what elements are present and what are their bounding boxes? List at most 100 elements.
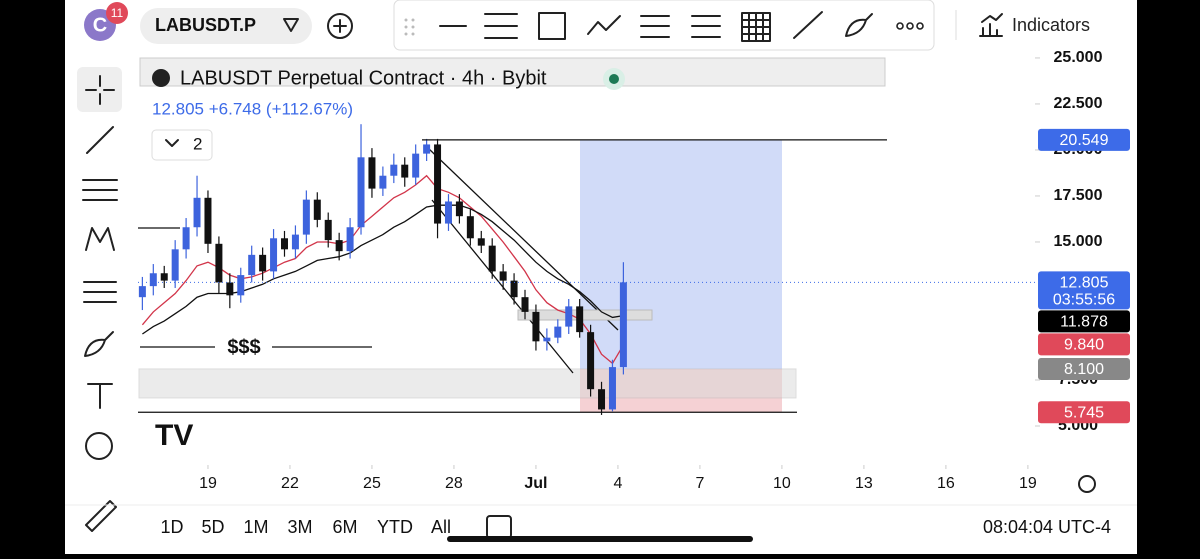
candle-body	[138, 286, 146, 298]
candle-body	[455, 201, 463, 217]
more-tools[interactable]	[896, 22, 924, 30]
symbol: LABUSDT.P	[155, 15, 256, 35]
settings-button[interactable]	[1078, 475, 1096, 493]
candle-body	[270, 238, 278, 272]
candle-body	[193, 197, 201, 228]
candle-body	[313, 199, 321, 220]
candle-body	[291, 234, 299, 250]
home-indicator	[447, 536, 753, 542]
x-tick-label: 16	[937, 475, 955, 492]
price-badge-label: 11.878	[1060, 314, 1108, 331]
candle-body	[598, 389, 606, 410]
clock: 08:04:04 UTC-4	[983, 517, 1111, 537]
indicators-button[interactable]: Indicators	[1012, 15, 1090, 35]
top-bar: C 11 LABUSDT.P Indicators	[84, 0, 1090, 51]
long-position-tool[interactable]	[691, 15, 721, 38]
x-tick-label: 4	[613, 475, 622, 492]
countdown: 03:55:56	[1053, 292, 1115, 309]
price-badge	[1038, 271, 1130, 310]
ruler-tool[interactable]	[85, 500, 117, 532]
x-tick-label: 22	[281, 475, 299, 492]
tv-logo: TV	[155, 419, 193, 452]
price-badge-label: 20.549	[1060, 132, 1109, 149]
range-button[interactable]: YTD	[377, 517, 413, 537]
candle-body	[619, 282, 627, 368]
x-tick-label: 25	[363, 475, 381, 492]
pattern-tool[interactable]	[85, 227, 115, 251]
y-tick-label: 17.500	[1054, 187, 1103, 204]
range-button[interactable]: 3M	[287, 517, 312, 537]
candle-body	[477, 238, 485, 246]
trend-line-tool[interactable]	[793, 11, 823, 39]
candle-body	[215, 243, 223, 283]
candle-body	[160, 273, 168, 281]
indicators-icon[interactable]	[979, 13, 1003, 37]
x-tick-label: 28	[445, 475, 463, 492]
candle-body	[390, 164, 398, 176]
badge-count: 11	[111, 6, 124, 20]
x-tick-label: 13	[855, 475, 873, 492]
market-status-dot	[609, 74, 619, 84]
legend-quote: 12.805 +6.748 (+112.67%)	[152, 99, 353, 118]
price-badge	[1038, 128, 1130, 151]
symbol-pill[interactable]	[140, 8, 312, 44]
fib-tool[interactable]	[82, 179, 118, 201]
plot-area	[138, 124, 797, 415]
y-tick-label: 15.000	[1054, 233, 1103, 250]
parallel-tool[interactable]	[484, 13, 518, 39]
crosshair-tool-active[interactable]	[77, 67, 122, 112]
candle-body	[543, 337, 551, 342]
chart: LABUSDT Perpetual Contract · 4h · Bybit …	[138, 49, 1130, 492]
exchange-icon	[283, 18, 299, 32]
candle-body	[576, 306, 584, 333]
candle-body	[466, 216, 474, 239]
moving-average	[142, 204, 624, 335]
candle-body	[423, 144, 431, 154]
candle-body	[182, 227, 190, 250]
candle-body	[521, 297, 529, 312]
legend-title: LABUSDT Perpetual Contract · 4h · Bybit	[180, 67, 547, 89]
candle-body	[302, 199, 310, 235]
range-button[interactable]: 1M	[243, 517, 268, 537]
drag-handle	[404, 18, 415, 36]
indicator-toggle[interactable]	[151, 129, 213, 161]
candle-body	[149, 273, 157, 287]
price-badge	[1038, 357, 1130, 380]
range-button[interactable]: 6M	[332, 517, 357, 537]
emoji-tool[interactable]	[85, 432, 113, 460]
demand-zone	[138, 368, 797, 399]
price-badge-label: 12.805	[1060, 275, 1109, 292]
range-button[interactable]: 5D	[201, 517, 224, 537]
annotation: $$$	[227, 336, 260, 358]
text-tool[interactable]	[87, 383, 113, 409]
candle-body	[259, 254, 267, 272]
line-tool[interactable]	[86, 126, 114, 154]
candle-body	[368, 157, 376, 189]
compare-button[interactable]	[327, 13, 353, 39]
candle-body	[280, 238, 288, 250]
x-tick-label: 19	[199, 475, 217, 492]
x-tick-label: 7	[695, 475, 704, 492]
brush-tool-left[interactable]	[84, 331, 114, 357]
grid-tool[interactable]	[741, 12, 771, 42]
candle-body	[357, 157, 365, 228]
channel-lower	[431, 199, 574, 374]
channel-upper	[427, 147, 619, 331]
range-button[interactable]: All	[431, 517, 451, 537]
symbol-logo	[152, 69, 170, 87]
position-tool[interactable]	[83, 281, 117, 303]
avatar-letter: C	[93, 14, 107, 36]
crosshair-icon	[85, 75, 115, 105]
rectangle-tool[interactable]	[538, 12, 566, 40]
y-tick-label: 25.000	[1054, 49, 1103, 66]
candle-body	[412, 153, 420, 178]
range-button[interactable]: 1D	[160, 517, 183, 537]
x-tick-label: Jul	[524, 475, 547, 492]
brush-tool[interactable]	[845, 13, 873, 37]
short-position-tool[interactable]	[640, 15, 670, 38]
path-tool[interactable]	[587, 15, 621, 35]
price-badge-label: 5.745	[1064, 404, 1104, 421]
candle-body	[379, 175, 387, 189]
price-badge	[1038, 310, 1130, 333]
